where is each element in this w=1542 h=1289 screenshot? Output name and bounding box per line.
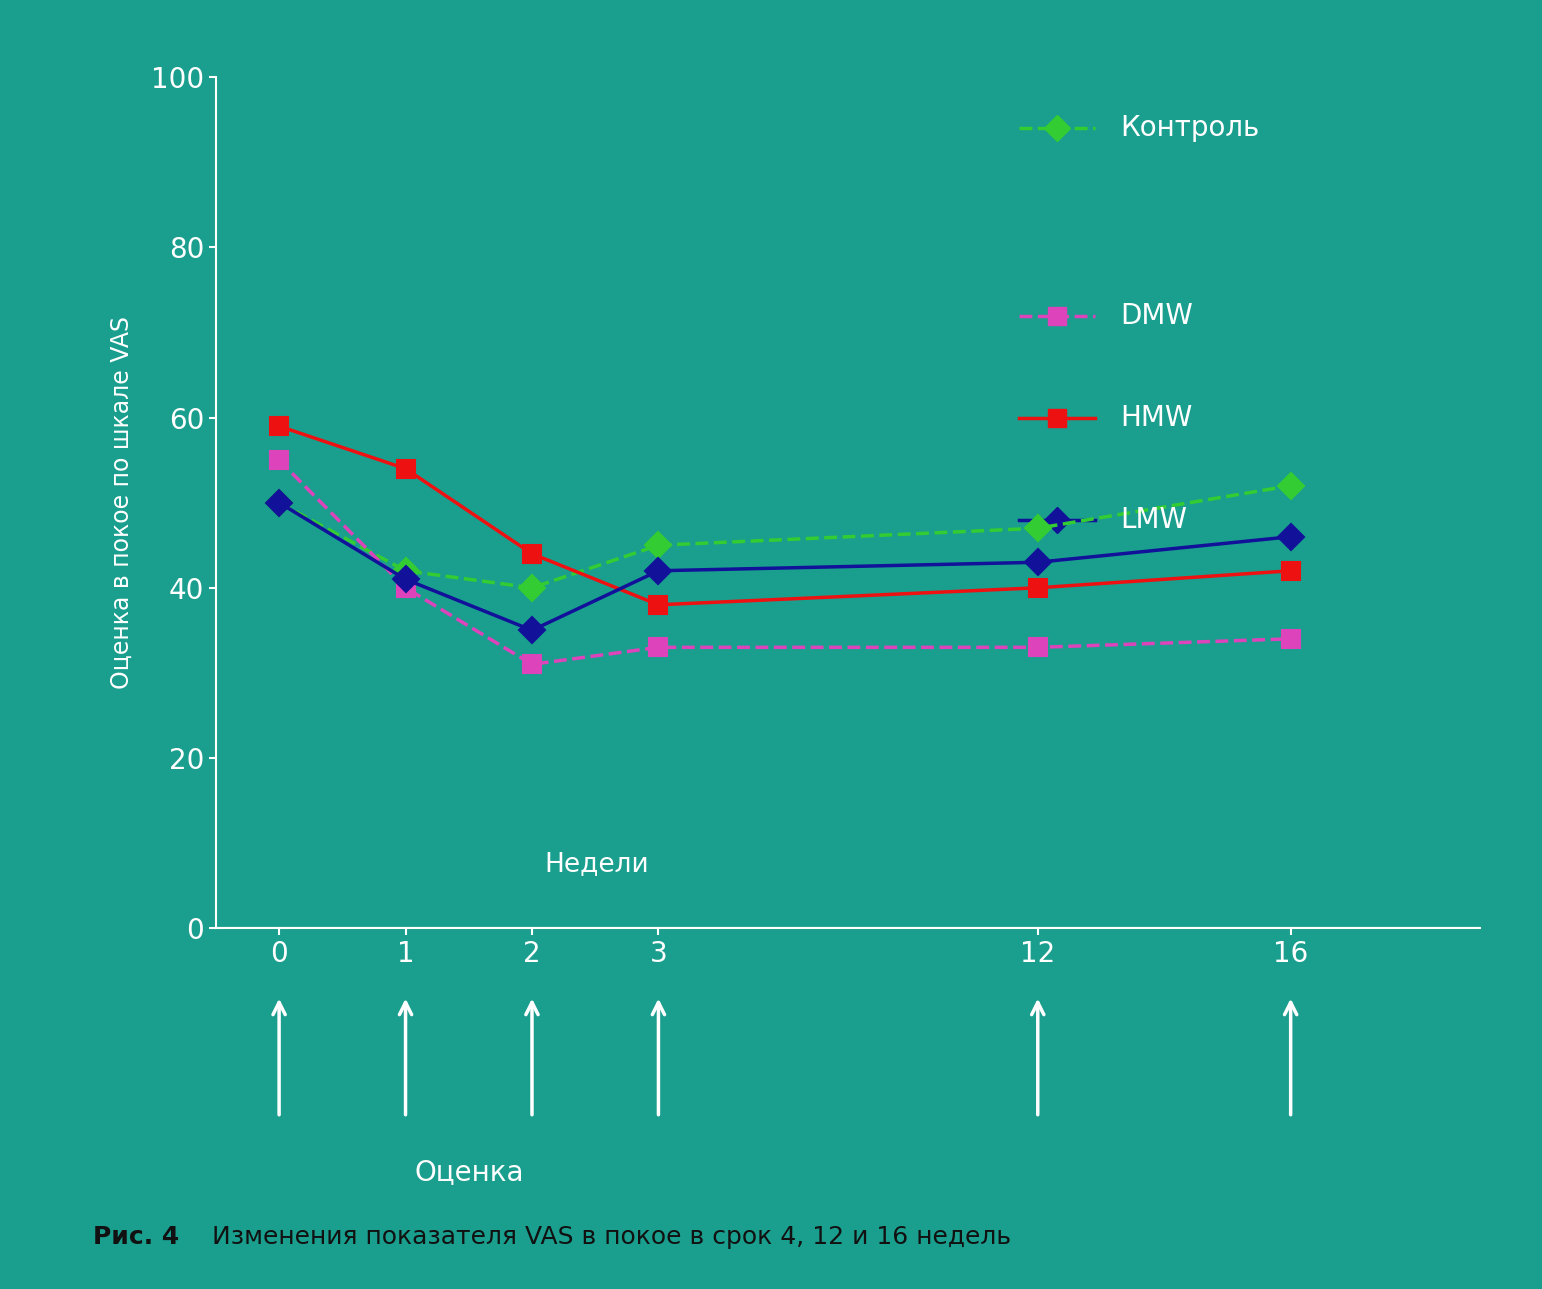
Text: Рис. 4: Рис. 4 <box>93 1226 179 1249</box>
Text: Изменения показателя VAS в покое в срок 4, 12 и 16 недель: Изменения показателя VAS в покое в срок … <box>204 1226 1010 1249</box>
Text: Контроль: Контроль <box>1119 115 1260 142</box>
Text: DMW: DMW <box>1119 302 1194 330</box>
Text: LMW: LMW <box>1119 505 1187 534</box>
Y-axis label: Оценка в покое по шкале VAS: Оценка в покое по шкале VAS <box>111 316 134 690</box>
Text: Недели: Недели <box>544 851 649 877</box>
Text: HMW: HMW <box>1119 403 1192 432</box>
Text: Оценка: Оценка <box>413 1158 524 1186</box>
